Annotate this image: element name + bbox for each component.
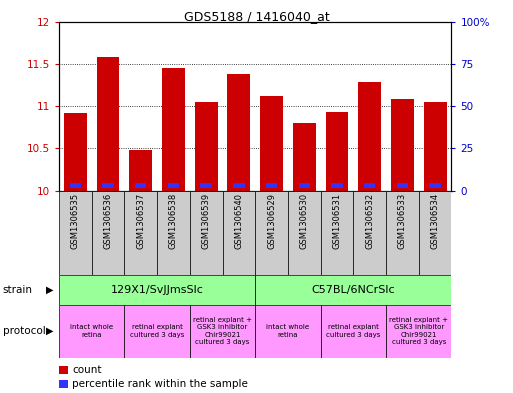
Bar <box>391 99 414 191</box>
Bar <box>321 305 386 358</box>
Bar <box>168 183 179 189</box>
Bar <box>397 183 408 189</box>
Bar <box>135 183 147 189</box>
Bar <box>70 183 81 189</box>
Bar <box>59 191 92 275</box>
Bar <box>299 183 310 189</box>
Bar <box>124 305 190 358</box>
Bar <box>321 191 353 275</box>
Bar <box>233 183 245 189</box>
Bar <box>255 275 451 305</box>
Bar <box>326 112 348 191</box>
Bar <box>255 305 321 358</box>
Bar <box>429 183 441 189</box>
Bar <box>190 191 223 275</box>
Bar <box>266 183 278 189</box>
Text: C57BL/6NCrSlc: C57BL/6NCrSlc <box>311 285 395 295</box>
Bar <box>386 305 451 358</box>
Text: intact whole
retina: intact whole retina <box>266 324 309 338</box>
Bar <box>293 123 315 191</box>
Text: GSM1306533: GSM1306533 <box>398 193 407 250</box>
Bar <box>59 275 255 305</box>
Text: ▶: ▶ <box>46 285 54 295</box>
Bar <box>364 183 376 189</box>
Bar <box>64 113 87 191</box>
Bar <box>227 74 250 191</box>
Bar <box>124 191 157 275</box>
Text: GSM1306540: GSM1306540 <box>234 193 243 249</box>
Text: GSM1306537: GSM1306537 <box>136 193 145 250</box>
Bar <box>59 305 124 358</box>
Bar <box>92 191 125 275</box>
Text: GSM1306538: GSM1306538 <box>169 193 178 250</box>
Text: GSM1306529: GSM1306529 <box>267 193 276 249</box>
Bar <box>96 57 120 191</box>
Bar <box>358 83 381 191</box>
Text: 129X1/SvJJmsSlc: 129X1/SvJJmsSlc <box>111 285 204 295</box>
Text: GSM1306534: GSM1306534 <box>430 193 440 249</box>
Text: strain: strain <box>3 285 32 295</box>
Text: GDS5188 / 1416040_at: GDS5188 / 1416040_at <box>184 10 329 23</box>
Bar <box>201 183 212 189</box>
Text: percentile rank within the sample: percentile rank within the sample <box>72 379 248 389</box>
Bar <box>424 102 446 191</box>
Text: ▶: ▶ <box>46 326 54 336</box>
Text: GSM1306531: GSM1306531 <box>332 193 342 249</box>
Bar <box>255 191 288 275</box>
Bar <box>386 191 419 275</box>
Bar <box>419 191 451 275</box>
Bar <box>59 365 68 374</box>
Bar <box>260 96 283 191</box>
Bar <box>129 150 152 191</box>
Text: retinal explant
cultured 3 days: retinal explant cultured 3 days <box>326 324 381 338</box>
Text: GSM1306532: GSM1306532 <box>365 193 374 249</box>
Text: retinal explant
cultured 3 days: retinal explant cultured 3 days <box>130 324 184 338</box>
Text: GSM1306539: GSM1306539 <box>202 193 211 249</box>
Text: GSM1306530: GSM1306530 <box>300 193 309 249</box>
Text: retinal explant +
GSK3 inhibitor
Chir99021
cultured 3 days: retinal explant + GSK3 inhibitor Chir990… <box>389 317 448 345</box>
Bar <box>162 68 185 191</box>
Bar <box>102 183 114 189</box>
Text: intact whole
retina: intact whole retina <box>70 324 113 338</box>
Bar <box>331 183 343 189</box>
Text: protocol: protocol <box>3 326 45 336</box>
Bar <box>157 191 190 275</box>
Text: GSM1306535: GSM1306535 <box>71 193 80 249</box>
Bar <box>353 191 386 275</box>
Bar <box>223 191 255 275</box>
Text: retinal explant +
GSK3 inhibitor
Chir99021
cultured 3 days: retinal explant + GSK3 inhibitor Chir990… <box>193 317 252 345</box>
Bar <box>190 305 255 358</box>
Bar <box>195 102 218 191</box>
Bar <box>59 380 68 388</box>
Bar <box>288 191 321 275</box>
Text: count: count <box>72 365 102 375</box>
Text: GSM1306536: GSM1306536 <box>104 193 112 250</box>
